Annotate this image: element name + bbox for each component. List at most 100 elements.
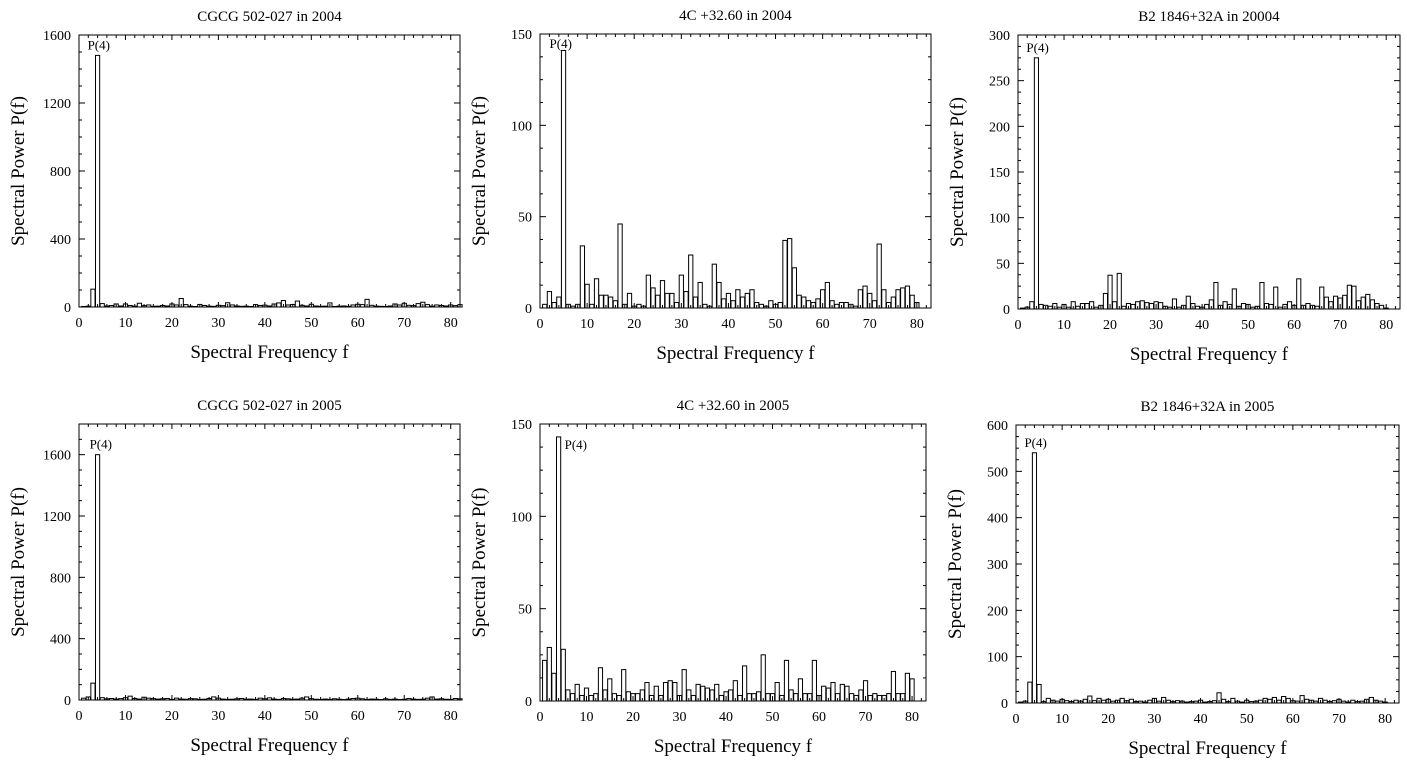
bar	[276, 302, 282, 308]
bar	[760, 654, 766, 702]
bar	[625, 691, 631, 702]
bar	[1036, 683, 1042, 704]
bar	[1296, 278, 1302, 310]
bar	[890, 296, 896, 309]
bar	[560, 49, 567, 309]
x-tick-label: 10	[580, 317, 594, 332]
y-tick-label: 0	[525, 302, 532, 317]
y-tick-label: 0	[64, 301, 71, 316]
bar	[700, 685, 706, 702]
bar	[755, 691, 762, 702]
bar	[821, 685, 827, 702]
bar	[793, 693, 799, 702]
y-tick-label: 0	[64, 694, 71, 709]
plot-frame	[78, 423, 461, 701]
bar	[1204, 303, 1210, 310]
bar	[1116, 272, 1122, 310]
bar	[709, 689, 715, 702]
y-tick-label: 400	[50, 633, 71, 648]
bar	[858, 689, 864, 702]
peak-annotation: P(4)	[88, 37, 110, 52]
bar	[294, 300, 300, 308]
bar	[1031, 452, 1038, 704]
bar	[1082, 698, 1088, 704]
bar	[650, 287, 656, 309]
x-tick-label: 30	[211, 316, 225, 331]
chart-panel-6: B2 1846+32A in 2005 0 10 20 30 40 50 60 70 80 0 100…	[945, 399, 1400, 759]
x-tick-label: 20	[165, 709, 179, 724]
x-tick-label: 20	[1101, 712, 1115, 727]
bar	[645, 274, 651, 309]
x-tick-label: 70	[859, 710, 873, 725]
x-tick-label: 30	[673, 710, 687, 725]
bar	[1379, 304, 1385, 310]
bar	[556, 436, 562, 702]
bar	[136, 302, 142, 308]
bar	[886, 693, 892, 702]
x-tick-label: 60	[351, 316, 365, 331]
bar	[1267, 698, 1273, 704]
x-tick-label: 80	[1378, 712, 1392, 727]
x-tick-label: 10	[1057, 318, 1071, 333]
chart-title: 4C +32.60 in 2005	[677, 398, 790, 414]
x-axis-label: Spectral Frequency f	[656, 343, 815, 364]
bar	[664, 292, 670, 309]
bar	[1102, 292, 1109, 310]
bar	[626, 292, 633, 309]
bar	[909, 294, 915, 309]
x-tick-label: 80	[444, 316, 458, 331]
bar	[718, 694, 724, 702]
x-tick-label: 20	[165, 316, 179, 331]
bar	[1273, 286, 1279, 310]
bar	[895, 693, 901, 702]
x-tick-label: 40	[1194, 712, 1208, 727]
bar	[683, 291, 689, 309]
bar	[783, 659, 790, 702]
bar	[1323, 296, 1329, 310]
bar	[742, 665, 748, 702]
bar	[542, 659, 548, 702]
chart-panel-2: 4C +32.60 in 2004 0 10 20 30 40 50 60 70 80 0 50 100…	[469, 8, 932, 364]
bar	[830, 682, 836, 702]
bar	[94, 454, 101, 701]
bar	[811, 659, 817, 702]
bar	[777, 302, 783, 309]
x-tick-label: 80	[905, 710, 919, 725]
x-tick-label: 50	[766, 710, 780, 725]
bar	[1222, 301, 1228, 310]
bar	[1148, 303, 1155, 310]
bar	[692, 296, 699, 309]
y-tick-label: 0	[1003, 303, 1010, 318]
bar	[1368, 696, 1374, 704]
x-tick-label: 10	[118, 709, 132, 724]
x-tick-label: 40	[258, 709, 272, 724]
x-tick-label: 80	[910, 317, 924, 332]
bar	[90, 682, 96, 701]
plot-frame	[539, 33, 932, 309]
x-tick-label: 10	[1055, 712, 1069, 727]
x-axis-label: Spectral Frequency f	[1130, 344, 1289, 365]
bar	[1213, 282, 1219, 310]
chart-title: B2 1846+32A in 2005	[1141, 399, 1275, 415]
x-tick-label: 70	[397, 709, 411, 724]
x-tick-label: 30	[674, 317, 688, 332]
bar	[904, 285, 911, 309]
bar	[90, 288, 96, 308]
bar	[1128, 698, 1134, 704]
x-tick-label: 10	[580, 710, 594, 725]
bar	[681, 669, 687, 702]
bar	[1027, 681, 1033, 704]
bar	[1107, 274, 1113, 310]
bar	[900, 287, 906, 309]
bar	[711, 263, 717, 309]
peak-annotation: P(4)	[1024, 435, 1046, 450]
x-tick-label: 60	[816, 317, 830, 332]
x-tick-label: 10	[118, 316, 132, 331]
y-tick-label: 200	[989, 120, 1010, 135]
y-tick-label: 600	[987, 419, 1008, 434]
x-tick-label: 70	[397, 316, 411, 331]
bar	[1333, 295, 1339, 310]
bar	[551, 672, 557, 702]
y-tick-label: 50	[518, 603, 532, 618]
